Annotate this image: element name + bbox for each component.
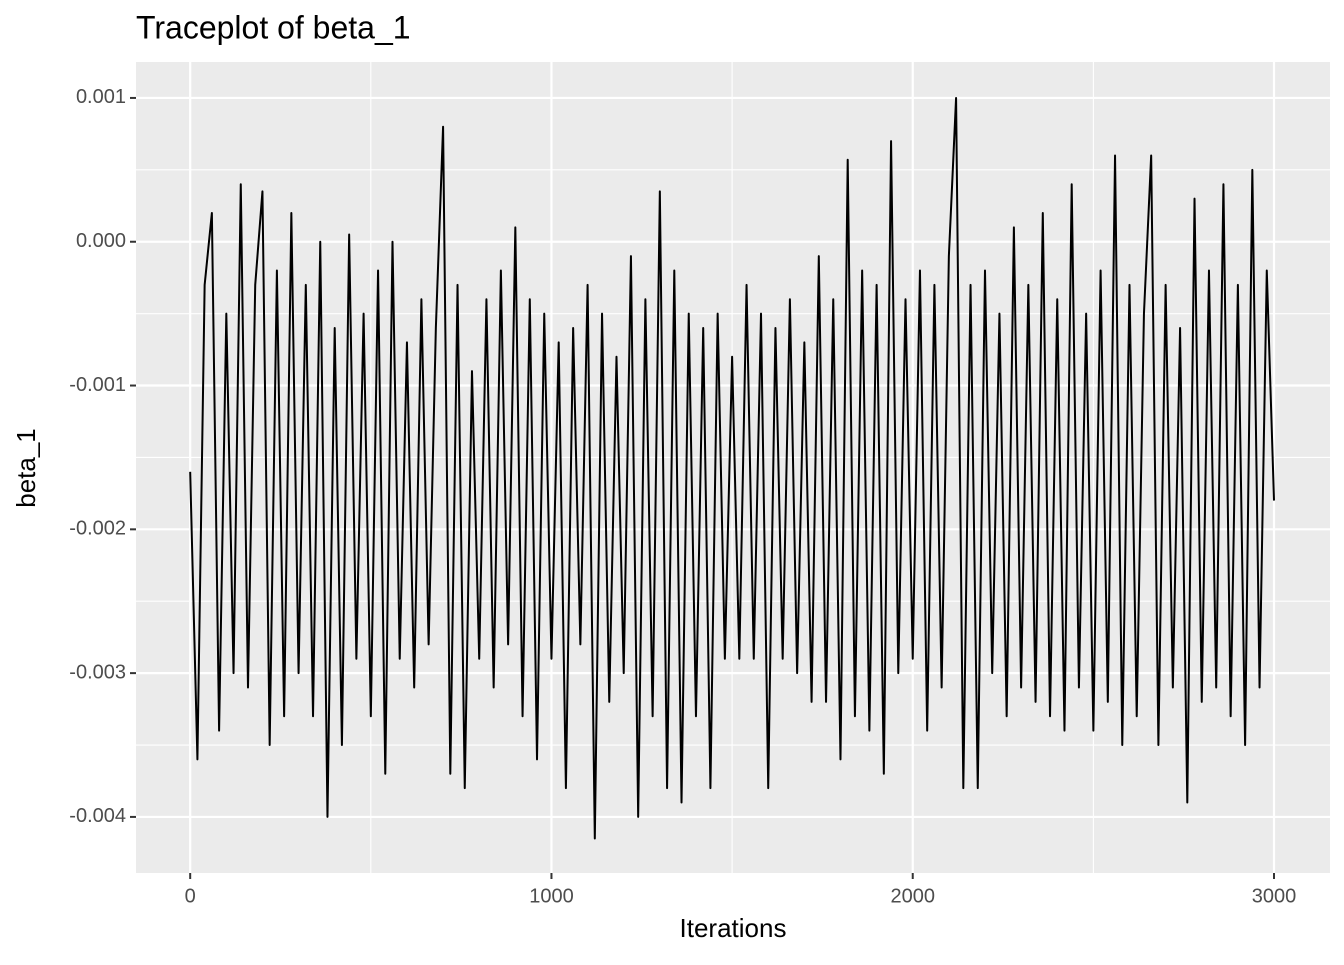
chart-title: Traceplot of beta_1 (136, 9, 411, 45)
y-tick-label: -0.001 (69, 374, 126, 396)
y-axis-title: beta_1 (11, 428, 41, 508)
x-tick-label: 3000 (1252, 885, 1297, 907)
plot-panel (136, 62, 1330, 873)
y-tick-label: -0.003 (69, 661, 126, 683)
y-tick-label: 0.001 (76, 86, 126, 108)
x-tick-label: 1000 (529, 885, 574, 907)
x-tick-label: 0 (185, 885, 196, 907)
y-tick-label: -0.002 (69, 518, 126, 540)
y-tick-label: 0.000 (76, 230, 126, 252)
x-tick-label: 2000 (890, 885, 935, 907)
x-axis-title: Iterations (680, 913, 787, 943)
trace-line (189, 96, 1275, 840)
y-tick-label: -0.004 (69, 805, 126, 827)
